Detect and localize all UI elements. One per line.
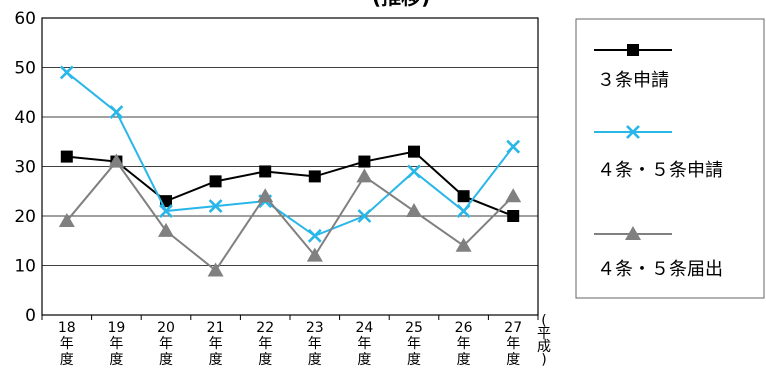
series-1-point [60, 150, 73, 163]
x-tick-label: 年 [308, 336, 322, 352]
era-label: 成 [537, 339, 551, 355]
series-3-point [455, 237, 472, 252]
series-layer [58, 65, 522, 277]
x-tick-label: 25 [405, 320, 423, 336]
grid [41, 67, 539, 320]
series-3-point [406, 203, 422, 218]
series-3-point [356, 168, 373, 183]
y-tick-label: 60 [14, 9, 36, 29]
series-3-point [306, 247, 323, 262]
x-tick-label: 23 [306, 320, 324, 336]
series-2-point [407, 164, 421, 179]
legend-box [575, 18, 765, 299]
x-tick-label: 度 [60, 352, 74, 368]
x-tick-label: 度 [457, 352, 471, 368]
legend-label: ４条・５条届出 [597, 259, 723, 280]
x-tick-label: 年 [258, 336, 272, 352]
series-2-point [456, 204, 471, 218]
x-tick-label: 年 [357, 336, 371, 352]
x-tick-label: 21 [207, 320, 225, 336]
series-3 [58, 153, 522, 277]
y-tick-label: 30 [14, 158, 36, 178]
legend-label: ３条申請 [597, 70, 669, 91]
series-2-point [208, 199, 223, 214]
x-tick-label: 18 [58, 320, 76, 336]
series-3-point [158, 222, 174, 237]
x-tick-label: 年 [209, 336, 223, 352]
x-tick-label: 年 [109, 336, 123, 352]
series-1-line [66, 150, 514, 217]
legend-label: ４条・５条申請 [597, 160, 723, 181]
series-2-point [159, 204, 173, 218]
x-tick-label: 度 [407, 352, 421, 368]
y-tick-label: 40 [14, 108, 36, 128]
series-2 [59, 65, 521, 243]
x-axis-ticks: 18年度19年度20年度21年度22年度23年度24年度25年度26年度27年度… [58, 313, 551, 368]
x-tick-label: 27 [504, 320, 522, 336]
series-3-point [108, 153, 125, 168]
legend-marker [626, 125, 640, 139]
y-tick-label: 20 [14, 207, 36, 227]
x-tick-label: 度 [109, 352, 123, 368]
series-1-point [408, 145, 420, 158]
series-2-line [66, 71, 514, 237]
series-3-line [66, 159, 514, 272]
y-tick-label: 10 [14, 257, 36, 277]
x-tick-label: 度 [308, 352, 322, 368]
chart-title-fragment: (推移) [372, 0, 430, 9]
x-tick-label: 年 [60, 336, 74, 352]
series-3-point [505, 188, 522, 203]
era-label: ( [541, 313, 546, 329]
series-3-point [207, 262, 224, 277]
x-tick-label: 度 [159, 352, 173, 368]
x-tick-label: 26 [455, 320, 473, 336]
x-tick-label: 度 [209, 352, 223, 368]
series-1-point [209, 175, 222, 188]
y-axis-ticks: 0 10 20 30 40 50 60 [14, 9, 36, 326]
x-tick-label: 22 [256, 320, 274, 336]
x-tick-label: 度 [506, 352, 520, 368]
x-tick-label: 年 [159, 336, 173, 352]
x-tick-label: 年 [457, 336, 471, 352]
series-3-point [58, 212, 75, 227]
x-tick-label: 20 [157, 320, 175, 336]
series-3-point [257, 188, 274, 203]
series-2-point [59, 65, 74, 80]
y-tick-label: 50 [14, 59, 36, 79]
series-1-point [259, 165, 272, 178]
series-1-point [457, 190, 470, 203]
series-1-point [507, 210, 520, 222]
series-2-point [506, 139, 521, 154]
series-2-point [307, 228, 322, 243]
series-1-point [358, 155, 371, 168]
x-tick-label: 19 [107, 320, 125, 336]
x-tick-label: 度 [357, 352, 371, 368]
y-tick-label: 0 [25, 306, 36, 326]
x-tick-label: 年 [506, 336, 520, 352]
legend-marker [627, 44, 639, 56]
legend: ３条申請 ４条・５条申請 ４条・５条届出 [594, 44, 723, 280]
era-label: 平 [537, 326, 551, 342]
series-1 [60, 145, 520, 222]
series-1-point [308, 170, 321, 183]
series-2-point [357, 209, 372, 223]
series-2-point [109, 105, 124, 119]
plot-frame [41, 17, 539, 316]
x-tick-label: 24 [355, 320, 373, 336]
x-tick-label: 年 [407, 336, 421, 352]
era-label: ) [541, 352, 546, 368]
legend-marker [625, 226, 641, 240]
x-tick-label: 度 [258, 352, 272, 368]
